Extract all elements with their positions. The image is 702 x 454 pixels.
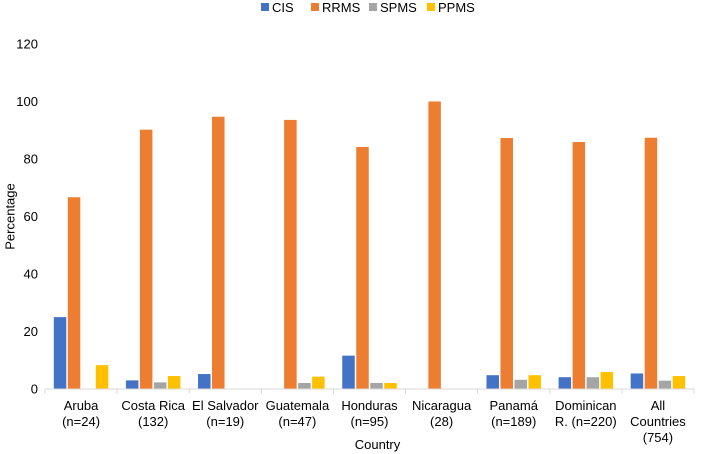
legend: CIS RRMS SPMS PPMS xyxy=(261,0,475,15)
legend-label-cis: CIS xyxy=(272,0,294,15)
y-axis-ticks: 0 20 40 60 80 100 120 xyxy=(16,37,38,397)
y-tick-label: 120 xyxy=(16,37,38,52)
bar-ppms xyxy=(528,375,541,389)
x-axis-title: Country xyxy=(355,437,401,452)
bar-rrms xyxy=(284,119,297,390)
y-tick-label: 80 xyxy=(24,152,38,167)
y-tick-label: 60 xyxy=(24,209,38,224)
legend-swatch-spms xyxy=(369,3,377,11)
bar-rrms xyxy=(67,197,81,389)
y-tick-label: 40 xyxy=(24,267,38,282)
bar-cis xyxy=(125,380,139,389)
bar-spms xyxy=(586,377,600,389)
bar-ppms xyxy=(95,365,109,389)
bar-rrms xyxy=(644,137,658,389)
legend-swatch-cis xyxy=(261,3,269,11)
bar-cis xyxy=(630,373,644,389)
legend-label-rrms: RRMS xyxy=(322,0,361,15)
bar-cis xyxy=(486,375,499,389)
category-label: Guatemala (n=47) xyxy=(266,398,330,429)
legend-label-ppms: PPMS xyxy=(438,0,475,15)
bar-ppms xyxy=(384,382,397,389)
bar-cis xyxy=(558,377,572,389)
legend-swatch-rrms xyxy=(311,3,319,11)
category-label: All Countries (754) xyxy=(630,398,686,445)
legend-swatch-ppms xyxy=(427,3,435,11)
category-labels: Aruba (n=24) Costa Rica (132)El Salvador (n=… xyxy=(62,398,686,445)
y-tick-label: 20 xyxy=(24,324,38,339)
bar-rrms xyxy=(428,101,441,389)
bar-spms xyxy=(658,380,672,389)
bar-spms xyxy=(298,382,311,389)
legend-label-spms: SPMS xyxy=(380,0,417,15)
bar-cis xyxy=(342,355,355,389)
bar-rrms xyxy=(500,138,513,389)
x-axis-ticks xyxy=(44,389,695,394)
bar-spms xyxy=(153,382,167,389)
y-tick-label: 100 xyxy=(16,94,38,109)
category-label: Aruba (n=24) xyxy=(62,398,100,429)
bar-spms xyxy=(514,379,527,389)
bar-rrms xyxy=(356,146,369,389)
bar-cis xyxy=(53,317,67,389)
bar-rrms xyxy=(572,142,586,389)
bar-rrms xyxy=(212,116,225,390)
bar-spms xyxy=(370,382,383,389)
category-label: Dominican R. (n=220) xyxy=(555,398,617,429)
y-axis-title: Percentage xyxy=(2,183,17,250)
category-label: Honduras (n=95) xyxy=(341,398,398,429)
bar-ppms xyxy=(672,376,686,389)
bars xyxy=(53,101,686,390)
y-tick-label: 0 xyxy=(31,382,38,397)
bar-rrms xyxy=(139,129,153,390)
category-label: Costa Rica (132) xyxy=(121,398,185,429)
category-label: Panamá (n=189) xyxy=(490,398,539,429)
category-label: El Salvador (n=19) xyxy=(192,398,259,429)
bar-ppms xyxy=(167,376,181,389)
bar-ppms xyxy=(312,376,325,389)
bar-ppms xyxy=(600,372,614,389)
bar-cis xyxy=(198,374,211,389)
category-label: Nicaragua (28) xyxy=(412,398,472,429)
